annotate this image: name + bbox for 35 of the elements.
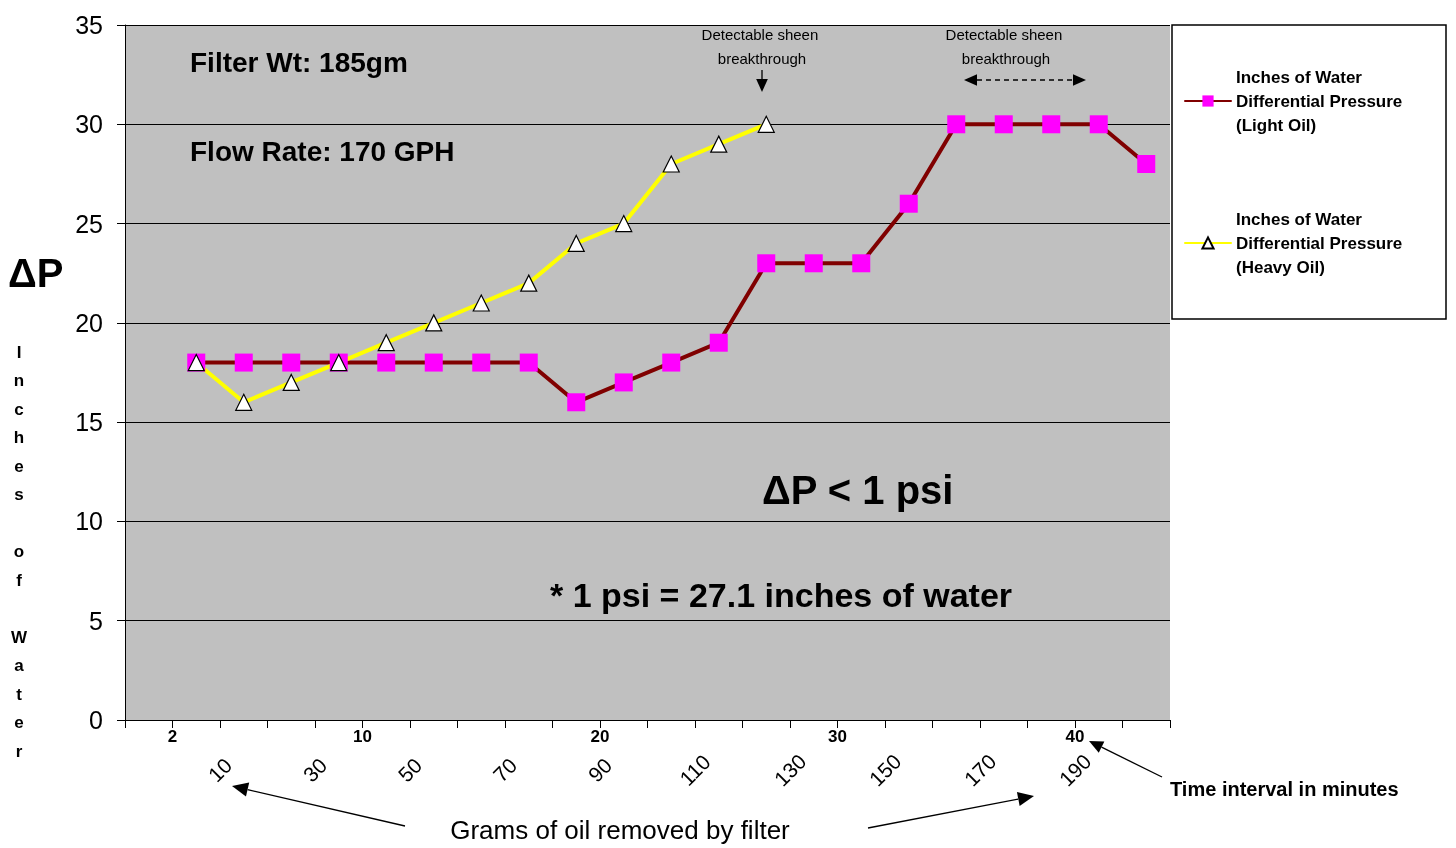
text: Inches of Water (10, 342, 28, 761)
y-tick-label: 15 (75, 408, 103, 437)
x-tick-label: 2 (167, 727, 178, 746)
x2-tick-label: 30 (298, 753, 332, 787)
x2-tick-label: 90 (583, 753, 617, 787)
y-tick-label: 35 (75, 11, 103, 39)
annotation: * 1 psi = 27.1 inches of water (550, 576, 1013, 614)
x2-tick-label: 190 (1054, 749, 1096, 791)
x-axis-title: Time interval in minutes (1170, 778, 1399, 800)
text: ΔP (8, 251, 64, 295)
x2-tick-label: 110 (675, 750, 715, 790)
annotation: Detectable sheen breakthrough (945, 25, 1067, 67)
x2-tick-label: 50 (393, 753, 427, 787)
y-tick-label: 20 (75, 308, 103, 337)
legend-label: Inches of Water Differential Pressure (Heavy Oil) (1236, 209, 1408, 277)
annotation: ΔP < 1 psi (762, 468, 954, 512)
legend-label: Inches of Water Differential Pressure (Light Oil) (1236, 67, 1408, 135)
x2-tick-label: 170 (959, 749, 1001, 791)
annotation: Detectable sheen breakthrough (701, 25, 823, 67)
x-tick-label: 40 (1065, 727, 1085, 746)
x2-tick-label: 150 (864, 749, 906, 791)
annotation: Filter Wt: 185gm (190, 46, 408, 78)
y-tick-label: 30 (75, 110, 103, 139)
y-tick-label: 5 (89, 606, 103, 635)
x2-tick-label: 70 (488, 753, 522, 787)
annotation: Flow Rate: 170 GPH (190, 135, 455, 167)
y-tick-label: 25 (75, 209, 103, 238)
x-tick-label: 20 (590, 727, 610, 746)
y-tick-label: 10 (75, 507, 103, 536)
x2-tick-label: 130 (769, 749, 811, 791)
y-tick-label: 0 (89, 706, 103, 734)
x2-tick-label: 10 (203, 753, 237, 787)
x-tick-label: 10 (353, 727, 372, 746)
x-tick-label: 30 (828, 727, 847, 746)
x2-axis-title: Grams of oil removed by filter (450, 815, 791, 845)
